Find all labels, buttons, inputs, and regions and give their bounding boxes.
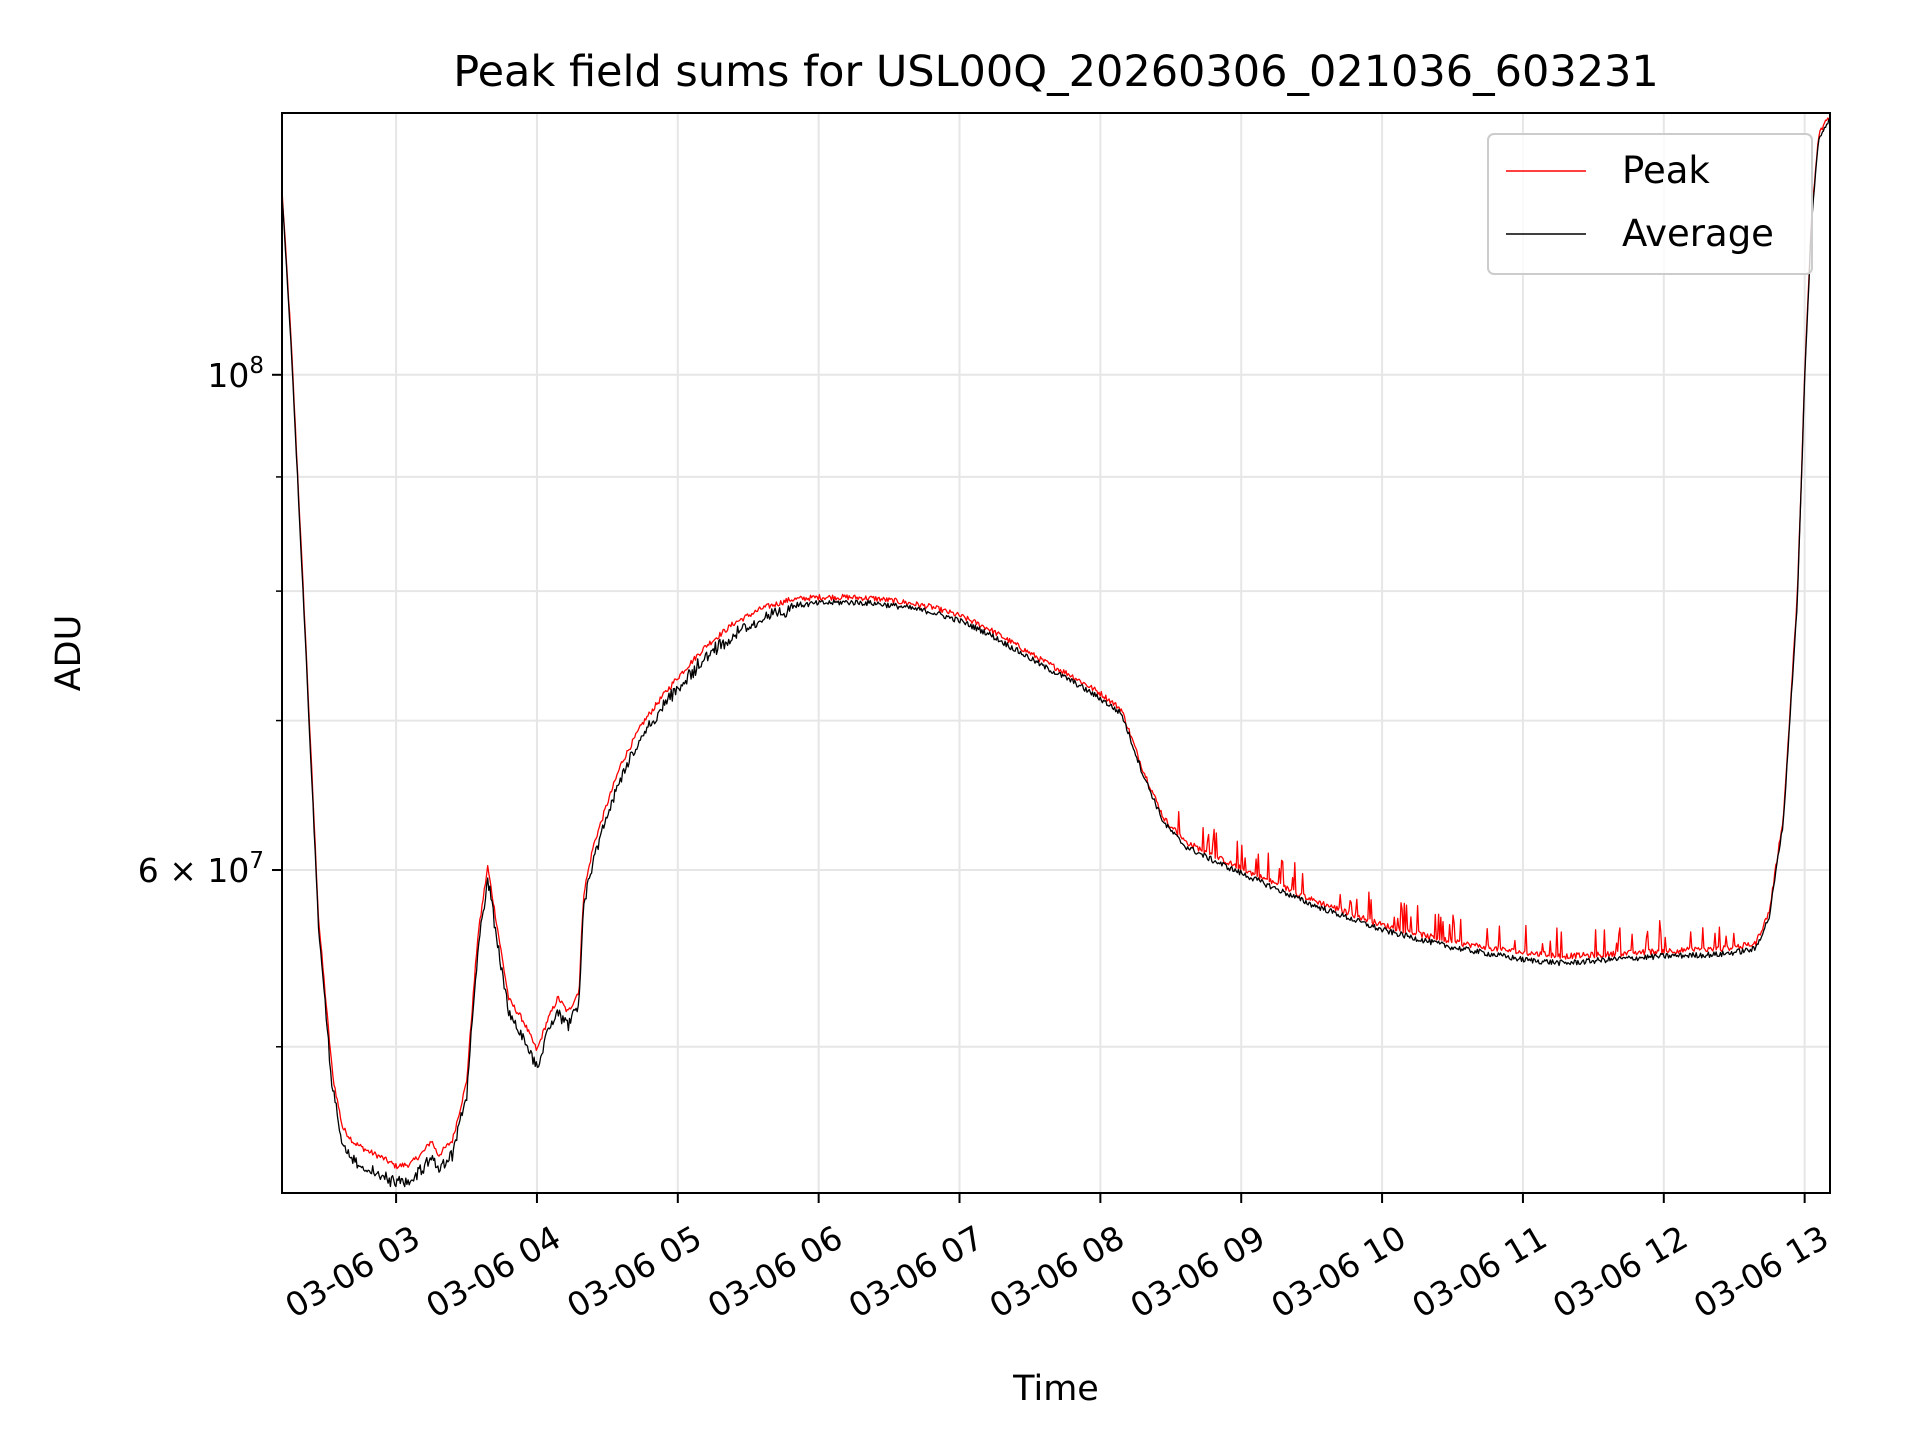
x-axis-title: Time <box>1012 1369 1099 1409</box>
y-tick-label: 108 <box>207 353 264 395</box>
plot-frame <box>281 112 1831 1194</box>
y-axis: 108 6 × 107 <box>138 353 282 1048</box>
legend-box <box>1487 133 1813 275</box>
chart-title: Peak field sums for USL00Q_20260306_0210… <box>453 47 1659 97</box>
series-line-average <box>281 118 1831 1188</box>
series-line-peak <box>281 115 1831 1170</box>
y-axis-title: ADU <box>49 615 89 692</box>
plot-lines <box>281 115 1831 1188</box>
y-tick-label: 6 × 107 <box>138 848 264 890</box>
legend-label-peak: Peak <box>1622 149 1710 192</box>
legend: Peak Average <box>1487 133 1813 275</box>
grid <box>282 113 1830 1193</box>
legend-label-average: Average <box>1622 212 1774 255</box>
